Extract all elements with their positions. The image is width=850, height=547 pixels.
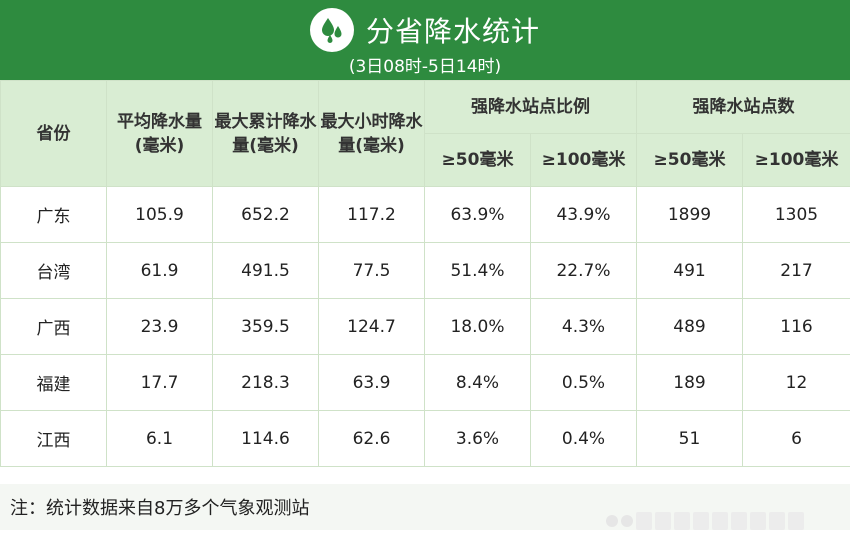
- cell-province: 江西: [0, 410, 107, 467]
- cell-count-ge100: 116: [742, 298, 850, 355]
- watermark-glyph: [788, 512, 804, 530]
- col-group-ratio: 强降水站点比例: [424, 80, 637, 134]
- table-row: 广东 105.9 652.2 117.2 63.9% 43.9% 1899 13…: [0, 186, 850, 243]
- col-header-province: 省份: [0, 80, 107, 187]
- cell-province: 广西: [0, 298, 107, 355]
- col-header-ratio-ge50: ≥50毫米: [424, 133, 531, 187]
- col-header-ratio-ge100: ≥100毫米: [530, 133, 637, 187]
- cell-ratio-ge100: 0.4%: [530, 410, 637, 467]
- cell-ratio-ge50: 63.9%: [424, 186, 531, 243]
- col-group-count: 强降水站点数: [636, 80, 850, 134]
- cell-ratio-ge50: 51.4%: [424, 242, 531, 299]
- watermark-glyph: [636, 512, 652, 530]
- watermark-glyph: [693, 512, 709, 530]
- watermark-glyph: [674, 512, 690, 530]
- cell-avg: 6.1: [106, 410, 213, 467]
- cell-max-hourly: 124.7: [318, 298, 425, 355]
- cell-ratio-ge100: 4.3%: [530, 298, 637, 355]
- watermark-glyph: [769, 512, 785, 530]
- cell-max-cum: 218.3: [212, 354, 319, 411]
- cell-count-ge50: 489: [636, 298, 743, 355]
- cell-ratio-ge100: 43.9%: [530, 186, 637, 243]
- col-header-max-cum: 最大累计降水量(毫米): [212, 80, 319, 187]
- table-row: 江西 6.1 114.6 62.6 3.6% 0.4% 51 6: [0, 410, 850, 467]
- cell-ratio-ge100: 22.7%: [530, 242, 637, 299]
- cell-count-ge50: 1899: [636, 186, 743, 243]
- watermark-dot: [606, 515, 618, 527]
- header-row-2: ≥50毫米 ≥100毫米 ≥50毫米 ≥100毫米: [1, 133, 850, 187]
- cell-ratio-ge50: 8.4%: [424, 354, 531, 411]
- watermark: [606, 510, 836, 532]
- watermark-glyph: [750, 512, 766, 530]
- cell-max-hourly: 117.2: [318, 186, 425, 243]
- title-row: 分省降水统计: [0, 8, 850, 52]
- cell-province: 台湾: [0, 242, 107, 299]
- watermark-dot: [621, 515, 633, 527]
- cell-avg: 61.9: [106, 242, 213, 299]
- raindrops-icon-svg: [321, 18, 342, 43]
- cell-max-hourly: 63.9: [318, 354, 425, 411]
- cell-ratio-ge50: 18.0%: [424, 298, 531, 355]
- col-header-count-ge50: ≥50毫米: [636, 133, 743, 187]
- page-subtitle: (3日08时-5日14时): [348, 57, 502, 77]
- cell-province: 广东: [0, 186, 107, 243]
- cell-max-hourly: 62.6: [318, 410, 425, 467]
- cell-max-cum: 652.2: [212, 186, 319, 243]
- header-banner: 分省降水统计 (3日08时-5日14时): [0, 0, 850, 80]
- cell-count-ge100: 217: [742, 242, 850, 299]
- col-header-count-ge100: ≥100毫米: [742, 133, 850, 187]
- cell-count-ge50: 51: [636, 410, 743, 467]
- cell-avg: 105.9: [106, 186, 213, 243]
- table-row: 广西 23.9 359.5 124.7 18.0% 4.3% 489 116: [0, 298, 850, 355]
- cell-ratio-ge100: 0.5%: [530, 354, 637, 411]
- cell-count-ge50: 189: [636, 354, 743, 411]
- cell-count-ge50: 491: [636, 242, 743, 299]
- col-header-max-hourly: 最大小时降水量(毫米): [318, 80, 425, 187]
- watermark-glyph: [655, 512, 671, 530]
- col-header-avg: 平均降水量(毫米): [106, 80, 213, 187]
- cell-avg: 23.9: [106, 298, 213, 355]
- table-row: 台湾 61.9 491.5 77.5 51.4% 22.7% 491 217: [0, 242, 850, 299]
- page-title: 分省降水统计: [365, 15, 540, 48]
- precipitation-table: 省份 平均降水量(毫米) 最大累计降水量(毫米) 最大小时降水量(毫米) 强降水…: [0, 80, 850, 467]
- cell-ratio-ge50: 3.6%: [424, 410, 531, 467]
- watermark-glyph: [712, 512, 728, 530]
- cell-max-hourly: 77.5: [318, 242, 425, 299]
- cell-count-ge100: 6: [742, 410, 850, 467]
- raindrops-icon: [309, 8, 354, 52]
- cell-avg: 17.7: [106, 354, 213, 411]
- header-row-1: 省份 平均降水量(毫米) 最大累计降水量(毫米) 最大小时降水量(毫米) 强降水…: [0, 80, 850, 187]
- cell-max-cum: 359.5: [212, 298, 319, 355]
- cell-count-ge100: 12: [742, 354, 850, 411]
- footnote-text: 注：统计数据来自8万多个气象观测站: [10, 498, 310, 519]
- cell-max-cum: 114.6: [212, 410, 319, 467]
- cell-max-cum: 491.5: [212, 242, 319, 299]
- cell-count-ge100: 1305: [742, 186, 850, 243]
- cell-province: 福建: [0, 354, 107, 411]
- watermark-glyph: [731, 512, 747, 530]
- table-row: 福建 17.7 218.3 63.9 8.4% 0.5% 189 12: [0, 354, 850, 411]
